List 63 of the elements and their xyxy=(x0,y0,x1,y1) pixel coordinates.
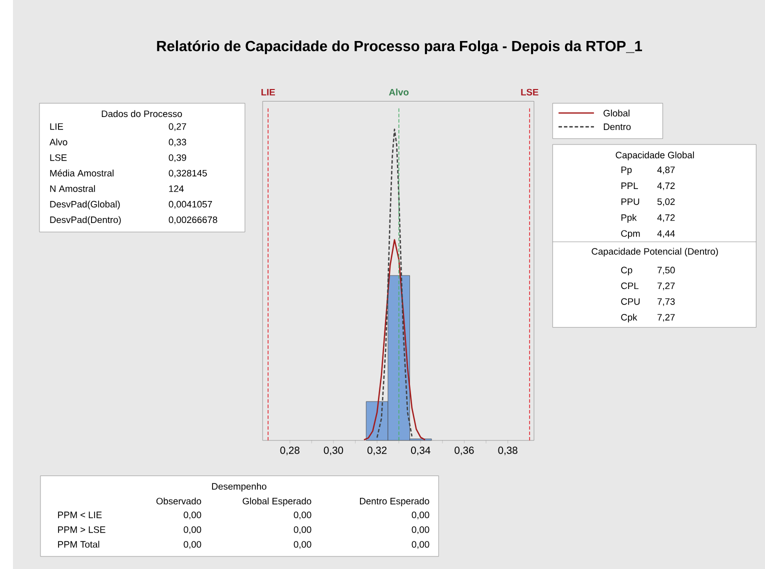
text: 4,72 xyxy=(657,214,675,222)
text: LIE xyxy=(50,123,64,130)
text: PPM Total xyxy=(58,540,100,548)
text: 0,00 xyxy=(294,540,312,549)
text: 0,0041057 xyxy=(168,200,212,209)
text: 0,00 xyxy=(294,511,312,520)
text: 0,00 xyxy=(294,526,312,534)
text: 0,00 xyxy=(184,540,202,549)
text: 5,02 xyxy=(657,198,675,206)
text: Ppk xyxy=(621,214,637,223)
text: 7,50 xyxy=(658,266,675,274)
text: 0,00 xyxy=(412,526,430,534)
text: Global Esperado xyxy=(242,497,312,506)
text: Cpk xyxy=(621,314,638,322)
x-tick-label: 0,32 xyxy=(367,446,387,456)
text: CPU xyxy=(621,298,640,305)
chart-title: Relatório de Capacidade do Processo para Folga - Depois da RTOP_1 xyxy=(157,40,642,54)
text: 7,27 xyxy=(658,282,675,290)
text: 0,328145 xyxy=(168,170,207,178)
text: DesvPad(Dentro) xyxy=(50,216,121,225)
text: 0,00 xyxy=(412,511,430,520)
text: N Amostral xyxy=(50,185,95,192)
x-tick-label: 0,36 xyxy=(454,446,474,456)
text: 0,00 xyxy=(184,526,202,534)
text: Média Amostral xyxy=(50,169,114,176)
text: 7,73 xyxy=(658,298,675,306)
text: Cpm xyxy=(621,230,640,239)
text: DesvPad(Global) xyxy=(50,200,120,210)
text: CPL xyxy=(621,282,638,290)
text: Dentro Esperado xyxy=(360,497,430,506)
text: 0,00 xyxy=(412,540,430,549)
text: 0,27 xyxy=(168,123,186,131)
text: 0,00266678 xyxy=(168,216,218,224)
text: 7,27 xyxy=(658,314,675,322)
text: 4,87 xyxy=(657,166,675,174)
text: Pp xyxy=(621,166,632,175)
legend-label: Global xyxy=(604,110,630,116)
ref-line-label: Alvo xyxy=(389,88,409,96)
text: Cp xyxy=(621,266,632,276)
text: 4,72 xyxy=(657,182,675,190)
text: 0,33 xyxy=(168,138,186,146)
text: 124 xyxy=(169,185,184,192)
text: PPM > LSE xyxy=(58,526,106,533)
x-tick-label: 0,30 xyxy=(324,446,344,456)
text: Alvo xyxy=(50,138,68,146)
text: PPU xyxy=(621,198,640,205)
text: PPL xyxy=(621,182,638,189)
text: Capacidade Potencial (Dentro) xyxy=(592,248,718,256)
legend-label: Dentro xyxy=(604,123,631,130)
text: Desempenho xyxy=(212,482,266,492)
text: PPM < LIE xyxy=(58,512,102,518)
text: LSE xyxy=(50,154,67,161)
x-tick-label: 0,34 xyxy=(411,446,430,456)
text: Observado xyxy=(156,497,202,504)
x-tick-label: 0,28 xyxy=(280,446,300,456)
text: 0,00 xyxy=(184,511,202,520)
ref-line-label: LSE xyxy=(521,88,538,96)
text: 0,39 xyxy=(168,154,186,162)
x-tick-label: 0,38 xyxy=(498,446,518,456)
text: Dados do Processo xyxy=(102,110,182,117)
text: Capacidade Global xyxy=(616,151,694,160)
text: 4,44 xyxy=(657,230,675,238)
ref-line-label: LIE xyxy=(261,88,275,96)
